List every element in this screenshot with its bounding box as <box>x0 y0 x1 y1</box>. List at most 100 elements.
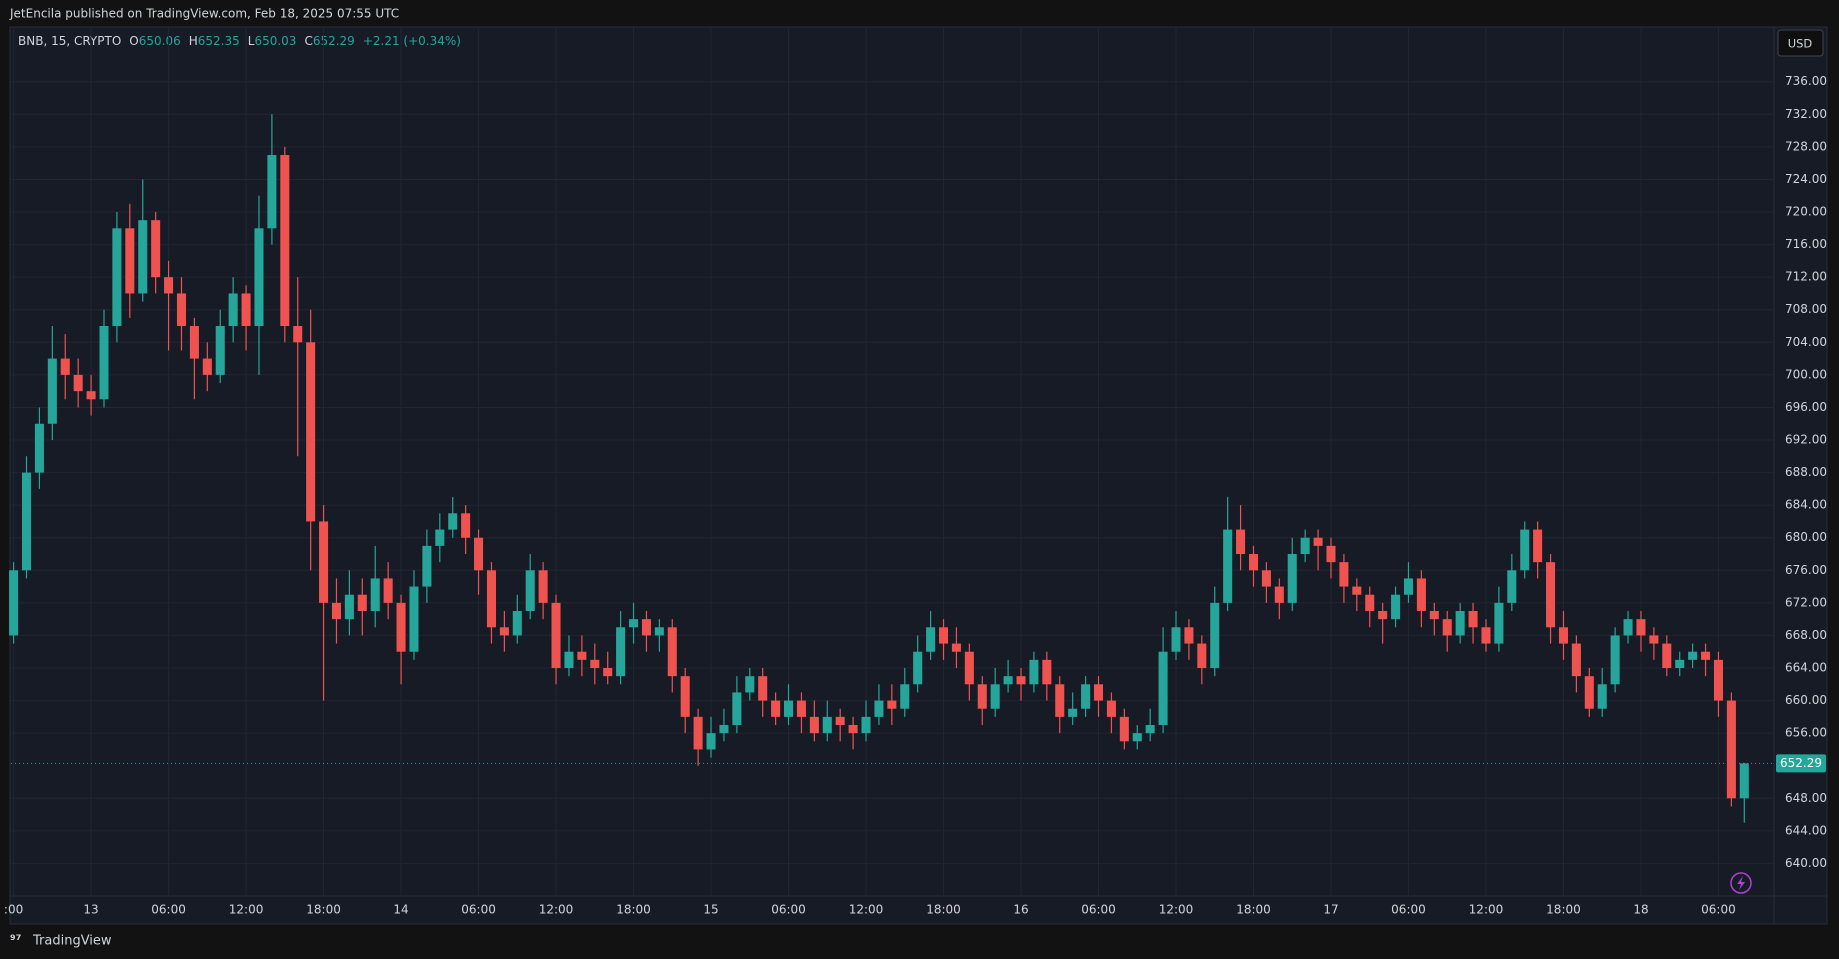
y-tick-label: 712.00 <box>1785 270 1827 284</box>
alert-icon[interactable] <box>1730 872 1752 894</box>
candle-body <box>1287 554 1297 603</box>
x-tick-label: 18:00 <box>616 903 651 917</box>
candle-body <box>409 586 419 652</box>
candle-body <box>1081 684 1091 709</box>
candle-body <box>422 545 432 587</box>
candle-body <box>1429 611 1439 620</box>
x-tick-label: 17 <box>1323 903 1338 917</box>
y-tick-label: 648.00 <box>1785 791 1827 805</box>
currency[interactable]: USD <box>1788 37 1813 51</box>
y-tick-label: 728.00 <box>1785 139 1827 153</box>
x-tick-label: 13 <box>83 903 98 917</box>
candle-body <box>835 716 845 726</box>
candle-body <box>280 155 290 327</box>
y-tick-label: 676.00 <box>1785 563 1827 577</box>
candle-body <box>1378 611 1388 620</box>
candle-body <box>1403 578 1414 595</box>
candle-body <box>796 700 806 717</box>
candle-body <box>435 529 445 546</box>
x-tick-label: 12:00 <box>229 903 264 917</box>
candle-body <box>86 391 96 400</box>
candle-body <box>667 627 677 677</box>
y-tick-label: 664.00 <box>1785 661 1827 675</box>
ohlc-label: H <box>189 34 198 48</box>
candle-body <box>525 570 535 612</box>
candle-body <box>1223 529 1233 603</box>
candle-body <box>34 423 44 473</box>
candle-body <box>202 358 212 375</box>
candle-body <box>512 611 522 636</box>
candle-body <box>1339 562 1349 587</box>
candle-body <box>693 716 703 750</box>
logo-mark: ⁹⁷ <box>10 934 21 949</box>
candle-body <box>564 651 574 669</box>
candle-body <box>1468 611 1478 628</box>
currency-button[interactable] <box>1777 29 1824 57</box>
candle-body <box>977 684 987 709</box>
candle-body <box>603 668 613 677</box>
change: +2.21 (+0.34%) <box>363 34 461 48</box>
candle-body <box>1520 529 1530 571</box>
candle-body <box>1597 684 1607 709</box>
candle-body <box>1507 570 1517 603</box>
candle-body <box>809 716 819 734</box>
candle-body <box>590 659 600 669</box>
candle-body <box>1546 562 1556 628</box>
candle-body <box>138 220 148 294</box>
x-tick-label: :00 <box>4 903 23 917</box>
candle-body <box>1248 554 1259 571</box>
x-tick-label: 18:00 <box>306 903 341 917</box>
candle-body <box>822 716 832 734</box>
x-tick-label: 12:00 <box>1159 903 1194 917</box>
candle-body <box>551 602 561 669</box>
candle-body <box>1675 659 1685 669</box>
y-tick-label: 724.00 <box>1785 172 1827 186</box>
x-tick-label: 12:00 <box>849 903 884 917</box>
candle-body <box>1726 700 1736 799</box>
candle-body <box>1300 537 1310 555</box>
candle-body <box>383 578 393 603</box>
x-tick-label: 06:00 <box>1701 903 1736 917</box>
candle-body <box>641 619 651 636</box>
candle-body <box>1106 700 1116 717</box>
y-tick-label: 700.00 <box>1785 367 1827 381</box>
y-tick-label: 640.00 <box>1785 856 1827 870</box>
candle-body <box>215 326 225 375</box>
candle-body <box>1662 643 1672 669</box>
candle-body <box>1533 529 1543 563</box>
candle-body <box>1055 684 1065 717</box>
candle-body <box>1481 627 1491 644</box>
candle-body <box>1132 733 1142 742</box>
candle-body <box>680 676 690 717</box>
candle-body <box>21 472 32 571</box>
candle-body <box>254 228 264 327</box>
candle-body <box>1068 708 1078 717</box>
candle-body <box>164 277 174 294</box>
candle-body <box>900 684 910 709</box>
candle-body <box>1197 643 1207 669</box>
candle-body <box>448 513 458 530</box>
candle-body <box>306 342 316 522</box>
candle-body <box>189 326 199 359</box>
candle-body <box>951 643 961 652</box>
x-tick-label: 06:00 <box>1391 903 1426 917</box>
candle-body <box>99 326 109 400</box>
ohlc-label: L <box>248 34 255 48</box>
x-tick-label: 12:00 <box>539 903 574 917</box>
candle-body <box>73 374 83 392</box>
x-tick-label: 18:00 <box>1236 903 1271 917</box>
y-tick-label: 672.00 <box>1785 595 1827 609</box>
candle-body <box>861 716 871 734</box>
candle-body <box>1119 716 1129 742</box>
candle-body <box>474 537 484 571</box>
candle-body <box>1571 643 1581 677</box>
candle-body <box>151 220 161 278</box>
candle-body <box>1003 676 1013 685</box>
y-tick-label: 732.00 <box>1785 107 1827 121</box>
candle-body <box>1313 537 1323 546</box>
candle-body <box>396 602 406 652</box>
candle-body <box>1713 659 1723 701</box>
candle-body <box>1274 586 1284 603</box>
